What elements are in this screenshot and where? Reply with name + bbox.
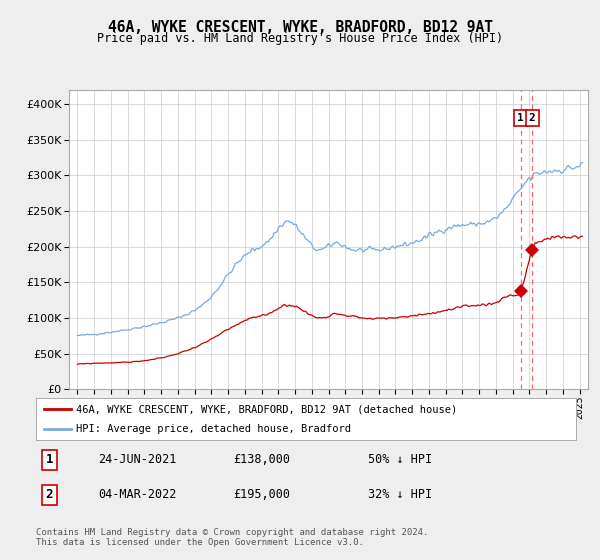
Text: 2: 2	[529, 113, 536, 123]
Text: 1: 1	[517, 113, 524, 123]
Text: Price paid vs. HM Land Registry's House Price Index (HPI): Price paid vs. HM Land Registry's House …	[97, 32, 503, 45]
Text: £138,000: £138,000	[233, 454, 290, 466]
Text: 1: 1	[46, 454, 53, 466]
Text: 46A, WYKE CRESCENT, WYKE, BRADFORD, BD12 9AT (detached house): 46A, WYKE CRESCENT, WYKE, BRADFORD, BD12…	[77, 404, 458, 414]
Text: 04-MAR-2022: 04-MAR-2022	[98, 488, 176, 501]
Text: 50% ↓ HPI: 50% ↓ HPI	[368, 454, 432, 466]
Text: £195,000: £195,000	[233, 488, 290, 501]
Text: 32% ↓ HPI: 32% ↓ HPI	[368, 488, 432, 501]
Text: HPI: Average price, detached house, Bradford: HPI: Average price, detached house, Brad…	[77, 424, 352, 434]
Text: 24-JUN-2021: 24-JUN-2021	[98, 454, 176, 466]
Text: 2: 2	[46, 488, 53, 501]
Text: 46A, WYKE CRESCENT, WYKE, BRADFORD, BD12 9AT: 46A, WYKE CRESCENT, WYKE, BRADFORD, BD12…	[107, 20, 493, 35]
Text: Contains HM Land Registry data © Crown copyright and database right 2024.
This d: Contains HM Land Registry data © Crown c…	[36, 528, 428, 547]
